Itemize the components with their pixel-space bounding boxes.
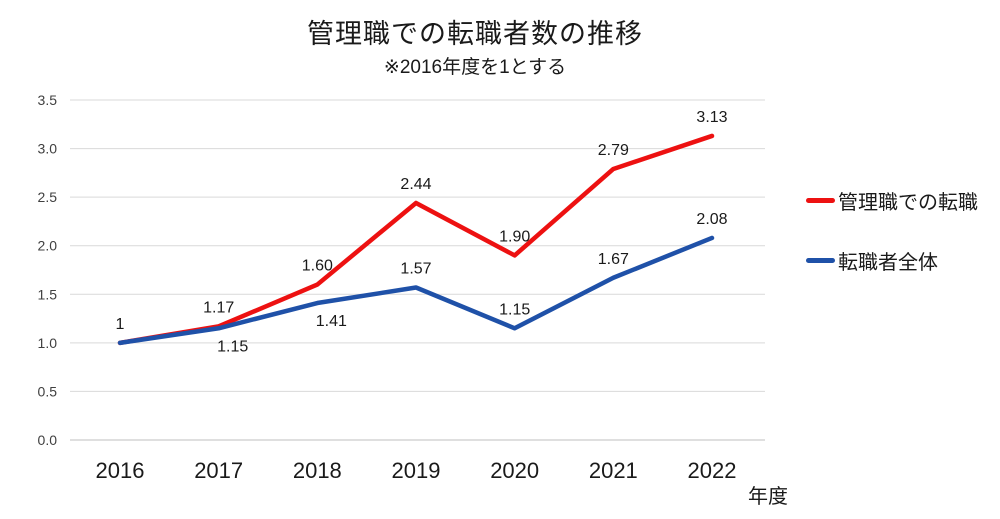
x-axis-title: 年度 bbox=[748, 486, 788, 508]
data-label-management: 1.60 bbox=[302, 258, 333, 275]
x-tick-label: 2018 bbox=[293, 458, 342, 483]
y-tick-label: 2.5 bbox=[38, 189, 58, 205]
data-label-overall: 1.41 bbox=[316, 313, 347, 330]
data-label-overall: 2.08 bbox=[696, 211, 727, 228]
x-tick-label: 2016 bbox=[96, 458, 145, 483]
legend: 管理職での転職 転職者全体 bbox=[806, 0, 1000, 300]
legend-item-overall: 転職者全体 bbox=[806, 246, 938, 275]
y-tick-label: 1.5 bbox=[38, 286, 58, 302]
legend-label-overall: 転職者全体 bbox=[838, 252, 938, 274]
data-label-management: 1 bbox=[116, 316, 125, 333]
data-label-overall: 1.15 bbox=[499, 301, 530, 318]
x-tick-label: 2017 bbox=[194, 458, 243, 483]
data-label-overall: 1.57 bbox=[400, 260, 431, 277]
y-tick-label: 2.0 bbox=[38, 238, 58, 254]
x-tick-label: 2019 bbox=[392, 458, 441, 483]
x-tick-label: 2021 bbox=[589, 458, 638, 483]
y-tick-label: 0.5 bbox=[38, 383, 58, 399]
data-label-management: 2.79 bbox=[598, 142, 629, 159]
x-tick-label: 2022 bbox=[688, 458, 737, 483]
x-tick-label: 2020 bbox=[490, 458, 539, 483]
data-label-overall: 1.67 bbox=[598, 251, 629, 268]
y-tick-label: 0.0 bbox=[38, 432, 58, 448]
chart-subtitle: ※2016年度を1とする bbox=[383, 57, 567, 78]
legend-item-management: 管理職での転職 bbox=[806, 186, 978, 215]
data-label-management: 1.90 bbox=[499, 228, 530, 245]
data-label-management: 3.13 bbox=[696, 109, 727, 126]
y-tick-label: 3.0 bbox=[38, 141, 58, 157]
data-label-management: 2.44 bbox=[400, 176, 431, 193]
y-tick-label: 1.0 bbox=[38, 335, 58, 351]
legend-line-blue-icon bbox=[806, 258, 835, 263]
series-line-overall bbox=[117, 235, 715, 346]
data-label-management: 1.17 bbox=[203, 299, 234, 316]
legend-line-red-icon bbox=[806, 198, 835, 203]
data-label-overall: 1.15 bbox=[217, 338, 248, 355]
chart-title: 管理職での転職者数の推移 bbox=[307, 19, 643, 49]
y-tick-label: 3.5 bbox=[38, 92, 58, 108]
legend-label-management: 管理職での転職 bbox=[838, 192, 978, 214]
